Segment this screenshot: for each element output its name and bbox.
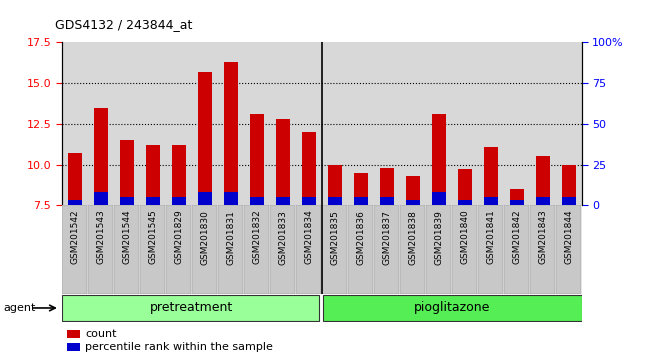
Text: GDS4132 / 243844_at: GDS4132 / 243844_at: [55, 18, 192, 31]
Bar: [146, 145, 160, 205]
FancyBboxPatch shape: [140, 205, 165, 294]
FancyBboxPatch shape: [322, 205, 347, 294]
Bar: [250, 197, 264, 205]
FancyBboxPatch shape: [452, 205, 477, 294]
Text: count: count: [85, 329, 116, 339]
Bar: [458, 200, 472, 205]
Bar: [94, 108, 108, 205]
Text: GSM201841: GSM201841: [486, 210, 495, 264]
Bar: [536, 197, 550, 205]
Text: GSM201831: GSM201831: [226, 210, 235, 265]
Text: GSM201837: GSM201837: [382, 210, 391, 265]
FancyBboxPatch shape: [62, 295, 319, 321]
Text: GSM201838: GSM201838: [408, 210, 417, 265]
Bar: [224, 192, 238, 205]
Text: GSM201544: GSM201544: [122, 210, 131, 264]
Bar: [458, 170, 472, 205]
Bar: [302, 197, 316, 205]
Bar: [67, 330, 80, 338]
Bar: [484, 197, 498, 205]
Bar: [328, 165, 342, 205]
Bar: [406, 200, 420, 205]
Text: GSM201834: GSM201834: [304, 210, 313, 264]
Bar: [380, 168, 394, 205]
FancyBboxPatch shape: [400, 205, 425, 294]
Bar: [276, 119, 290, 205]
Bar: [380, 197, 394, 205]
Text: GSM201833: GSM201833: [278, 210, 287, 265]
Bar: [484, 147, 498, 205]
Bar: [67, 343, 80, 351]
FancyBboxPatch shape: [62, 205, 87, 294]
Text: GSM201832: GSM201832: [252, 210, 261, 264]
FancyBboxPatch shape: [556, 205, 581, 294]
Bar: [172, 145, 186, 205]
Text: GSM201835: GSM201835: [330, 210, 339, 265]
Bar: [276, 197, 290, 205]
Text: GSM201836: GSM201836: [356, 210, 365, 265]
Text: GSM201840: GSM201840: [460, 210, 469, 264]
Text: GSM201839: GSM201839: [434, 210, 443, 265]
Text: percentile rank within the sample: percentile rank within the sample: [85, 342, 273, 352]
Text: GSM201545: GSM201545: [148, 210, 157, 264]
Bar: [432, 114, 446, 205]
Bar: [406, 176, 420, 205]
FancyBboxPatch shape: [88, 205, 113, 294]
Bar: [120, 197, 134, 205]
Text: GSM201843: GSM201843: [538, 210, 547, 264]
Bar: [146, 197, 160, 205]
Text: pretreatment: pretreatment: [150, 302, 233, 314]
FancyBboxPatch shape: [218, 205, 243, 294]
Bar: [432, 192, 446, 205]
Text: GSM201842: GSM201842: [512, 210, 521, 264]
FancyBboxPatch shape: [323, 295, 582, 321]
FancyBboxPatch shape: [244, 205, 269, 294]
Bar: [354, 197, 368, 205]
FancyBboxPatch shape: [504, 205, 529, 294]
FancyBboxPatch shape: [192, 205, 217, 294]
Bar: [224, 62, 238, 205]
Text: GSM201543: GSM201543: [96, 210, 105, 264]
Bar: [536, 156, 550, 205]
Bar: [94, 192, 108, 205]
Bar: [250, 114, 264, 205]
FancyBboxPatch shape: [530, 205, 555, 294]
FancyBboxPatch shape: [478, 205, 503, 294]
FancyBboxPatch shape: [296, 205, 321, 294]
Bar: [68, 200, 82, 205]
Bar: [302, 132, 316, 205]
Text: GSM201542: GSM201542: [70, 210, 79, 264]
FancyBboxPatch shape: [348, 205, 373, 294]
Text: GSM201829: GSM201829: [174, 210, 183, 264]
Bar: [562, 197, 576, 205]
Text: GSM201830: GSM201830: [200, 210, 209, 265]
FancyBboxPatch shape: [270, 205, 295, 294]
FancyBboxPatch shape: [114, 205, 139, 294]
Bar: [68, 153, 82, 205]
Bar: [328, 197, 342, 205]
Text: GSM201844: GSM201844: [564, 210, 573, 264]
Bar: [172, 197, 186, 205]
FancyBboxPatch shape: [374, 205, 399, 294]
Bar: [198, 192, 212, 205]
Bar: [354, 173, 368, 205]
Bar: [510, 200, 524, 205]
Bar: [120, 140, 134, 205]
Bar: [510, 189, 524, 205]
FancyBboxPatch shape: [166, 205, 191, 294]
FancyBboxPatch shape: [426, 205, 451, 294]
Bar: [562, 165, 576, 205]
Text: pioglitazone: pioglitazone: [413, 302, 490, 314]
Bar: [198, 72, 212, 205]
Text: agent: agent: [3, 303, 36, 313]
